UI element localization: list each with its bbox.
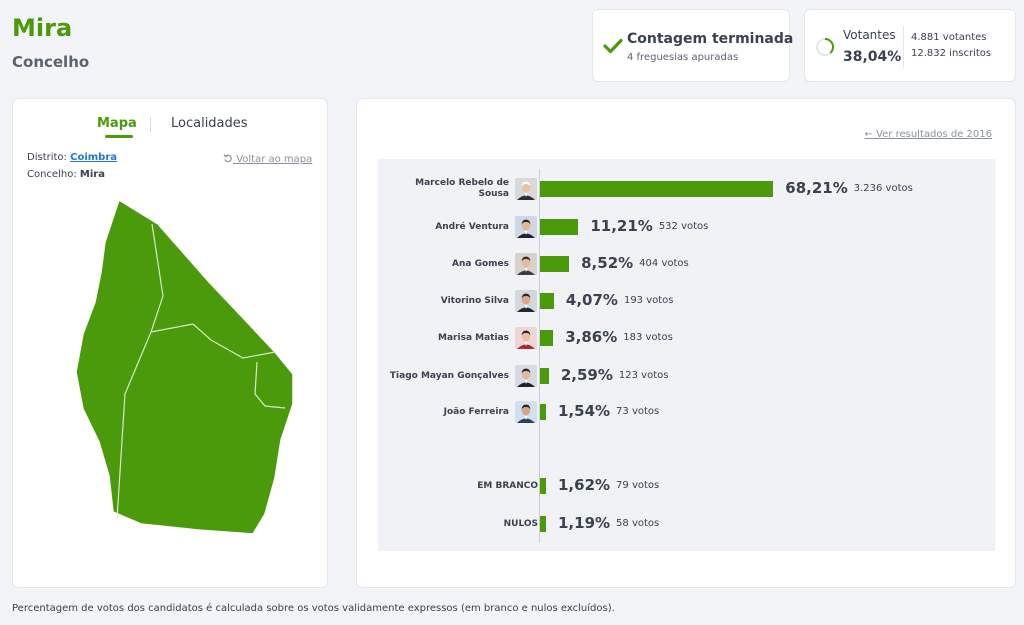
district-label: Distrito: — [27, 152, 67, 163]
results-panel: ← Ver resultados de 2016 Marcelo Rebelo … — [356, 98, 1016, 588]
undo-icon — [223, 154, 232, 163]
map-region-mira[interactable] — [75, 198, 294, 535]
result-votes: 183 votos — [623, 332, 673, 343]
result-percent: 1,19% — [558, 514, 611, 532]
parish-border — [150, 223, 164, 333]
candidate-name: Tiago Mayan Gonçalves — [389, 370, 509, 381]
result-percent: 4,07% — [565, 291, 618, 309]
result-bar — [540, 516, 546, 532]
district-link[interactable]: Coimbra — [70, 152, 118, 163]
candidate-name: Vitorino Silva — [440, 295, 509, 306]
candidate-row: Tiago Mayan Gonçalves 2,59% 123 votos — [378, 361, 995, 391]
voters-count: 4.881 votantes — [911, 32, 987, 43]
active-tab-indicator — [105, 135, 133, 138]
result-bar — [540, 478, 546, 494]
result-votes: 79 votos — [616, 480, 660, 491]
result-percent: 1,54% — [558, 402, 611, 420]
result-bar — [540, 293, 554, 309]
turnout-percent: 38,04% — [843, 49, 902, 65]
result-bar — [540, 256, 570, 272]
result-votes: 404 votos — [639, 258, 689, 269]
candidate-avatar — [515, 216, 537, 238]
parish-border — [254, 361, 286, 409]
candidate-row: Vitorino Silva 4,07% 193 votos — [378, 286, 995, 316]
result-percent: 3,86% — [565, 328, 618, 346]
candidate-avatar — [515, 178, 537, 200]
municipality-value: Mira — [79, 169, 105, 180]
result-votes: 58 votos — [616, 518, 660, 529]
result-bar — [540, 219, 579, 235]
result-votes: 532 votos — [658, 221, 709, 232]
tab-divider — [150, 117, 151, 132]
candidate-name: Marcelo Rebelo de Sousa — [415, 178, 509, 199]
footnote: Percentagem de votos dos candidatos é ca… — [12, 603, 615, 614]
candidate-avatar — [515, 365, 537, 387]
back-to-map-link[interactable]: Voltar ao mapa — [223, 153, 312, 165]
candidate-row: Marcelo Rebelo de Sousa 68,21% 3.236 votos — [378, 174, 995, 204]
candidate-name: EM BRANCO — [477, 480, 538, 491]
candidate-name: André Ventura — [435, 221, 509, 232]
candidate-row: João Ferreira 1,54% 73 votos — [378, 397, 995, 427]
back-to-map-label: Voltar ao mapa — [236, 154, 313, 165]
candidate-avatar — [515, 327, 537, 349]
arrow-left-icon: ← — [864, 129, 873, 140]
candidate-row: Marisa Matias 3,86% 183 votos — [378, 323, 995, 353]
result-bar — [540, 368, 549, 384]
result-percent: 1,62% — [558, 476, 611, 494]
count-status-card: Contagem terminada 4 freguesias apuradas — [592, 9, 794, 82]
divider — [903, 26, 904, 68]
other-votes-row: NULOS 1,19% 58 votos — [378, 509, 995, 539]
result-votes: 193 votos — [623, 295, 674, 306]
result-bar — [540, 330, 554, 346]
parish-border — [150, 323, 276, 359]
candidate-avatar — [515, 253, 537, 275]
registered-count: 12.832 inscritos — [911, 48, 992, 59]
chart-axis — [539, 169, 540, 543]
results-chart: Marcelo Rebelo de Sousa 68,21% 3.236 votos… — [378, 159, 995, 551]
voters-label: Votantes — [843, 28, 896, 42]
page-title: Mira — [12, 14, 73, 42]
candidate-avatar — [515, 401, 537, 423]
count-status-title: Contagem terminada — [627, 31, 794, 47]
result-votes: 73 votos — [616, 406, 660, 417]
candidate-name: João Ferreira — [443, 406, 509, 417]
candidate-name: NULOS — [503, 518, 538, 529]
map-panel: Mapa Localidades Distrito: Coimbra Conce… — [12, 98, 328, 588]
previous-results-link[interactable]: ← Ver resultados de 2016 — [865, 129, 993, 140]
municipality-line: Concelho: Mira — [27, 169, 105, 180]
candidate-name: Ana Gomes — [452, 258, 509, 269]
previous-results-label: Ver resultados de 2016 — [876, 129, 992, 140]
result-votes: 3.236 votos — [853, 183, 913, 194]
result-percent: 8,52% — [581, 254, 634, 272]
result-bar — [540, 404, 546, 420]
other-votes-row: EM BRANCO 1,62% 79 votos — [378, 471, 995, 501]
parish-border — [116, 331, 152, 520]
district-line: Distrito: Coimbra — [27, 152, 117, 163]
candidate-avatar — [515, 290, 537, 312]
candidate-row: Ana Gomes 8,52% 404 votos — [378, 249, 995, 279]
turnout-ring-icon — [816, 38, 834, 56]
municipality-label: Concelho: — [27, 169, 77, 180]
municipality-map[interactable] — [13, 194, 329, 544]
voters-card: Votantes 38,04% 4.881 votantes 12.832 in… — [804, 9, 1016, 82]
candidate-name: Marisa Matias — [438, 332, 509, 343]
page-subtitle: Concelho — [12, 53, 90, 71]
count-status-subtitle: 4 freguesias apuradas — [627, 52, 739, 63]
result-percent: 68,21% — [785, 179, 848, 197]
result-percent: 2,59% — [560, 366, 613, 384]
result-bar — [540, 181, 774, 197]
result-percent: 11,21% — [590, 217, 653, 235]
tab-localidades[interactable]: Localidades — [171, 116, 248, 131]
tab-map[interactable]: Mapa — [97, 116, 137, 131]
check-icon — [603, 38, 623, 54]
result-votes: 123 votos — [618, 370, 669, 381]
candidate-row: André Ventura 11,21% 532 votos — [378, 212, 995, 242]
